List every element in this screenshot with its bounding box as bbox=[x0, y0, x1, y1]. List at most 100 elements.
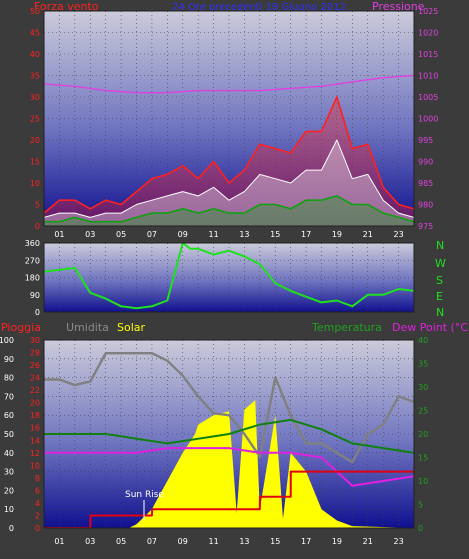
direction-axis-tick: 0 bbox=[35, 308, 40, 317]
wind-axis-tick: 35 bbox=[30, 72, 40, 81]
rain-axis-tick: 20 bbox=[30, 399, 40, 408]
temperature-axis-tick: 20 bbox=[418, 430, 428, 439]
rain-axis-tick: 4 bbox=[35, 499, 40, 508]
humidity-axis-tick: 70 bbox=[4, 392, 14, 401]
wind-axis-tick: 30 bbox=[30, 93, 40, 102]
wind-axis-tick: 0 bbox=[35, 222, 40, 231]
humidity-axis-tick: 40 bbox=[4, 449, 14, 458]
x-tick-label: 13 bbox=[239, 537, 249, 546]
x-tick-label: 01 bbox=[54, 537, 64, 546]
pressure-axis-tick: 1000 bbox=[418, 115, 438, 124]
pressure-series bbox=[44, 74, 414, 94]
x-tick-label: 07 bbox=[147, 230, 157, 239]
humidity-axis-tick: 50 bbox=[4, 430, 14, 439]
x-tick-label: 21 bbox=[363, 230, 373, 239]
direction-axis-tick: 270 bbox=[25, 256, 40, 265]
rain-axis-tick: 14 bbox=[30, 436, 40, 445]
pressure-axis-tick: 995 bbox=[418, 136, 433, 145]
humidity-series bbox=[44, 352, 414, 464]
solar-series bbox=[44, 400, 414, 528]
pressure-axis-tick: 975 bbox=[418, 222, 433, 231]
plot-frame bbox=[43, 242, 415, 313]
x-tick-label: 05 bbox=[116, 537, 126, 546]
pressure-axis-tick: 980 bbox=[418, 201, 433, 210]
x-tick-label: 03 bbox=[85, 230, 95, 239]
rain-axis-tick: 0 bbox=[35, 524, 40, 533]
temperature-axis-tick: 0 bbox=[418, 524, 423, 533]
x-tick-label: 01 bbox=[54, 230, 64, 239]
direction-axis-tick: 360 bbox=[25, 239, 40, 248]
rain-axis-tick: 22 bbox=[30, 386, 40, 395]
wind-direction-series bbox=[44, 243, 414, 310]
plot-frame bbox=[43, 339, 415, 529]
rain-axis-tick: 24 bbox=[30, 374, 40, 383]
pressure-axis-tick: 990 bbox=[418, 158, 433, 167]
wind-axis-tick: 50 bbox=[30, 7, 40, 16]
pressure-axis-tick: 985 bbox=[418, 179, 433, 188]
x-tick-label: 17 bbox=[301, 537, 311, 546]
rain-axis-title: Pioggia bbox=[1, 321, 41, 334]
wind-axis-tick: 25 bbox=[30, 115, 40, 124]
pressure-axis-tick: 1010 bbox=[418, 72, 438, 81]
x-tick-label: 07 bbox=[147, 537, 157, 546]
x-tick-label: 11 bbox=[208, 230, 218, 239]
pressure-axis-tick: 1015 bbox=[418, 50, 438, 59]
plot-frame bbox=[43, 10, 415, 227]
dewpoint-series bbox=[44, 447, 414, 487]
temperature-series bbox=[44, 418, 414, 454]
humidity-axis-tick: 20 bbox=[4, 486, 14, 495]
wind-speed-series-area bbox=[44, 97, 414, 226]
x-tick-label: 11 bbox=[208, 537, 218, 546]
wind-axis-tick: 5 bbox=[35, 201, 40, 210]
wind-axis-tick: 15 bbox=[30, 158, 40, 167]
x-tick-label: 13 bbox=[239, 230, 249, 239]
rain-axis-tick: 16 bbox=[30, 424, 40, 433]
x-tick-label: 15 bbox=[270, 537, 280, 546]
x-tick-label: 05 bbox=[116, 230, 126, 239]
rain-axis-tick: 28 bbox=[30, 349, 40, 358]
humidity-axis-tick: 60 bbox=[4, 411, 14, 420]
x-tick-label: 19 bbox=[332, 537, 342, 546]
x-tick-label: 09 bbox=[178, 230, 188, 239]
temperature-axis-title: Temperatura bbox=[311, 321, 382, 334]
x-tick-label: 23 bbox=[393, 537, 403, 546]
temperature-axis-tick: 35 bbox=[418, 360, 428, 369]
humidity-axis-title: Umidita bbox=[66, 321, 109, 334]
wind-average-series bbox=[44, 139, 414, 218]
dewpoint-axis-title: Dew Point (°C) bbox=[392, 321, 469, 334]
rain-axis-tick: 26 bbox=[30, 361, 40, 370]
compass-s: S bbox=[436, 274, 443, 287]
humidity-axis-tick: 80 bbox=[4, 374, 14, 383]
rain-axis-tick: 12 bbox=[30, 449, 40, 458]
wind-speed-series bbox=[44, 96, 414, 214]
pressure-axis-tick: 1025 bbox=[418, 7, 438, 16]
compass-w: W bbox=[435, 257, 446, 270]
humidity-axis-tick: 100 bbox=[0, 336, 14, 345]
pressure-axis-tick: 1020 bbox=[418, 29, 438, 38]
direction-axis-tick: 180 bbox=[25, 274, 40, 283]
wind-axis-tick: 40 bbox=[30, 50, 40, 59]
humidity-axis-tick: 30 bbox=[4, 468, 14, 477]
solar-axis-title: Solar bbox=[117, 321, 146, 334]
compass-n-bottom: N bbox=[436, 306, 444, 319]
compass-e: E bbox=[436, 290, 443, 303]
wind-low-series-area bbox=[44, 195, 414, 226]
x-tick-label: 03 bbox=[85, 537, 95, 546]
rain-axis-tick: 2 bbox=[35, 511, 40, 520]
rain-axis-tick: 30 bbox=[30, 336, 40, 345]
pressure-axis-tick: 1005 bbox=[418, 93, 438, 102]
humidity-axis-tick: 90 bbox=[4, 355, 14, 364]
direction-axis-tick: 90 bbox=[30, 291, 40, 300]
temperature-axis-tick: 25 bbox=[418, 407, 428, 416]
x-tick-label: 09 bbox=[178, 537, 188, 546]
temperature-axis-tick: 10 bbox=[418, 477, 428, 486]
x-tick-label: 17 bbox=[301, 230, 311, 239]
sunrise-annotation: Sun Rise bbox=[125, 490, 164, 500]
rain-series bbox=[44, 470, 414, 528]
chart-title: 24 Ore precedenti 18 Giugno 2012 bbox=[172, 2, 346, 13]
compass-n-top: N bbox=[436, 239, 444, 252]
rain-axis-tick: 18 bbox=[30, 411, 40, 420]
wind-axis-tick: 45 bbox=[30, 29, 40, 38]
temperature-axis-tick: 30 bbox=[418, 383, 428, 392]
